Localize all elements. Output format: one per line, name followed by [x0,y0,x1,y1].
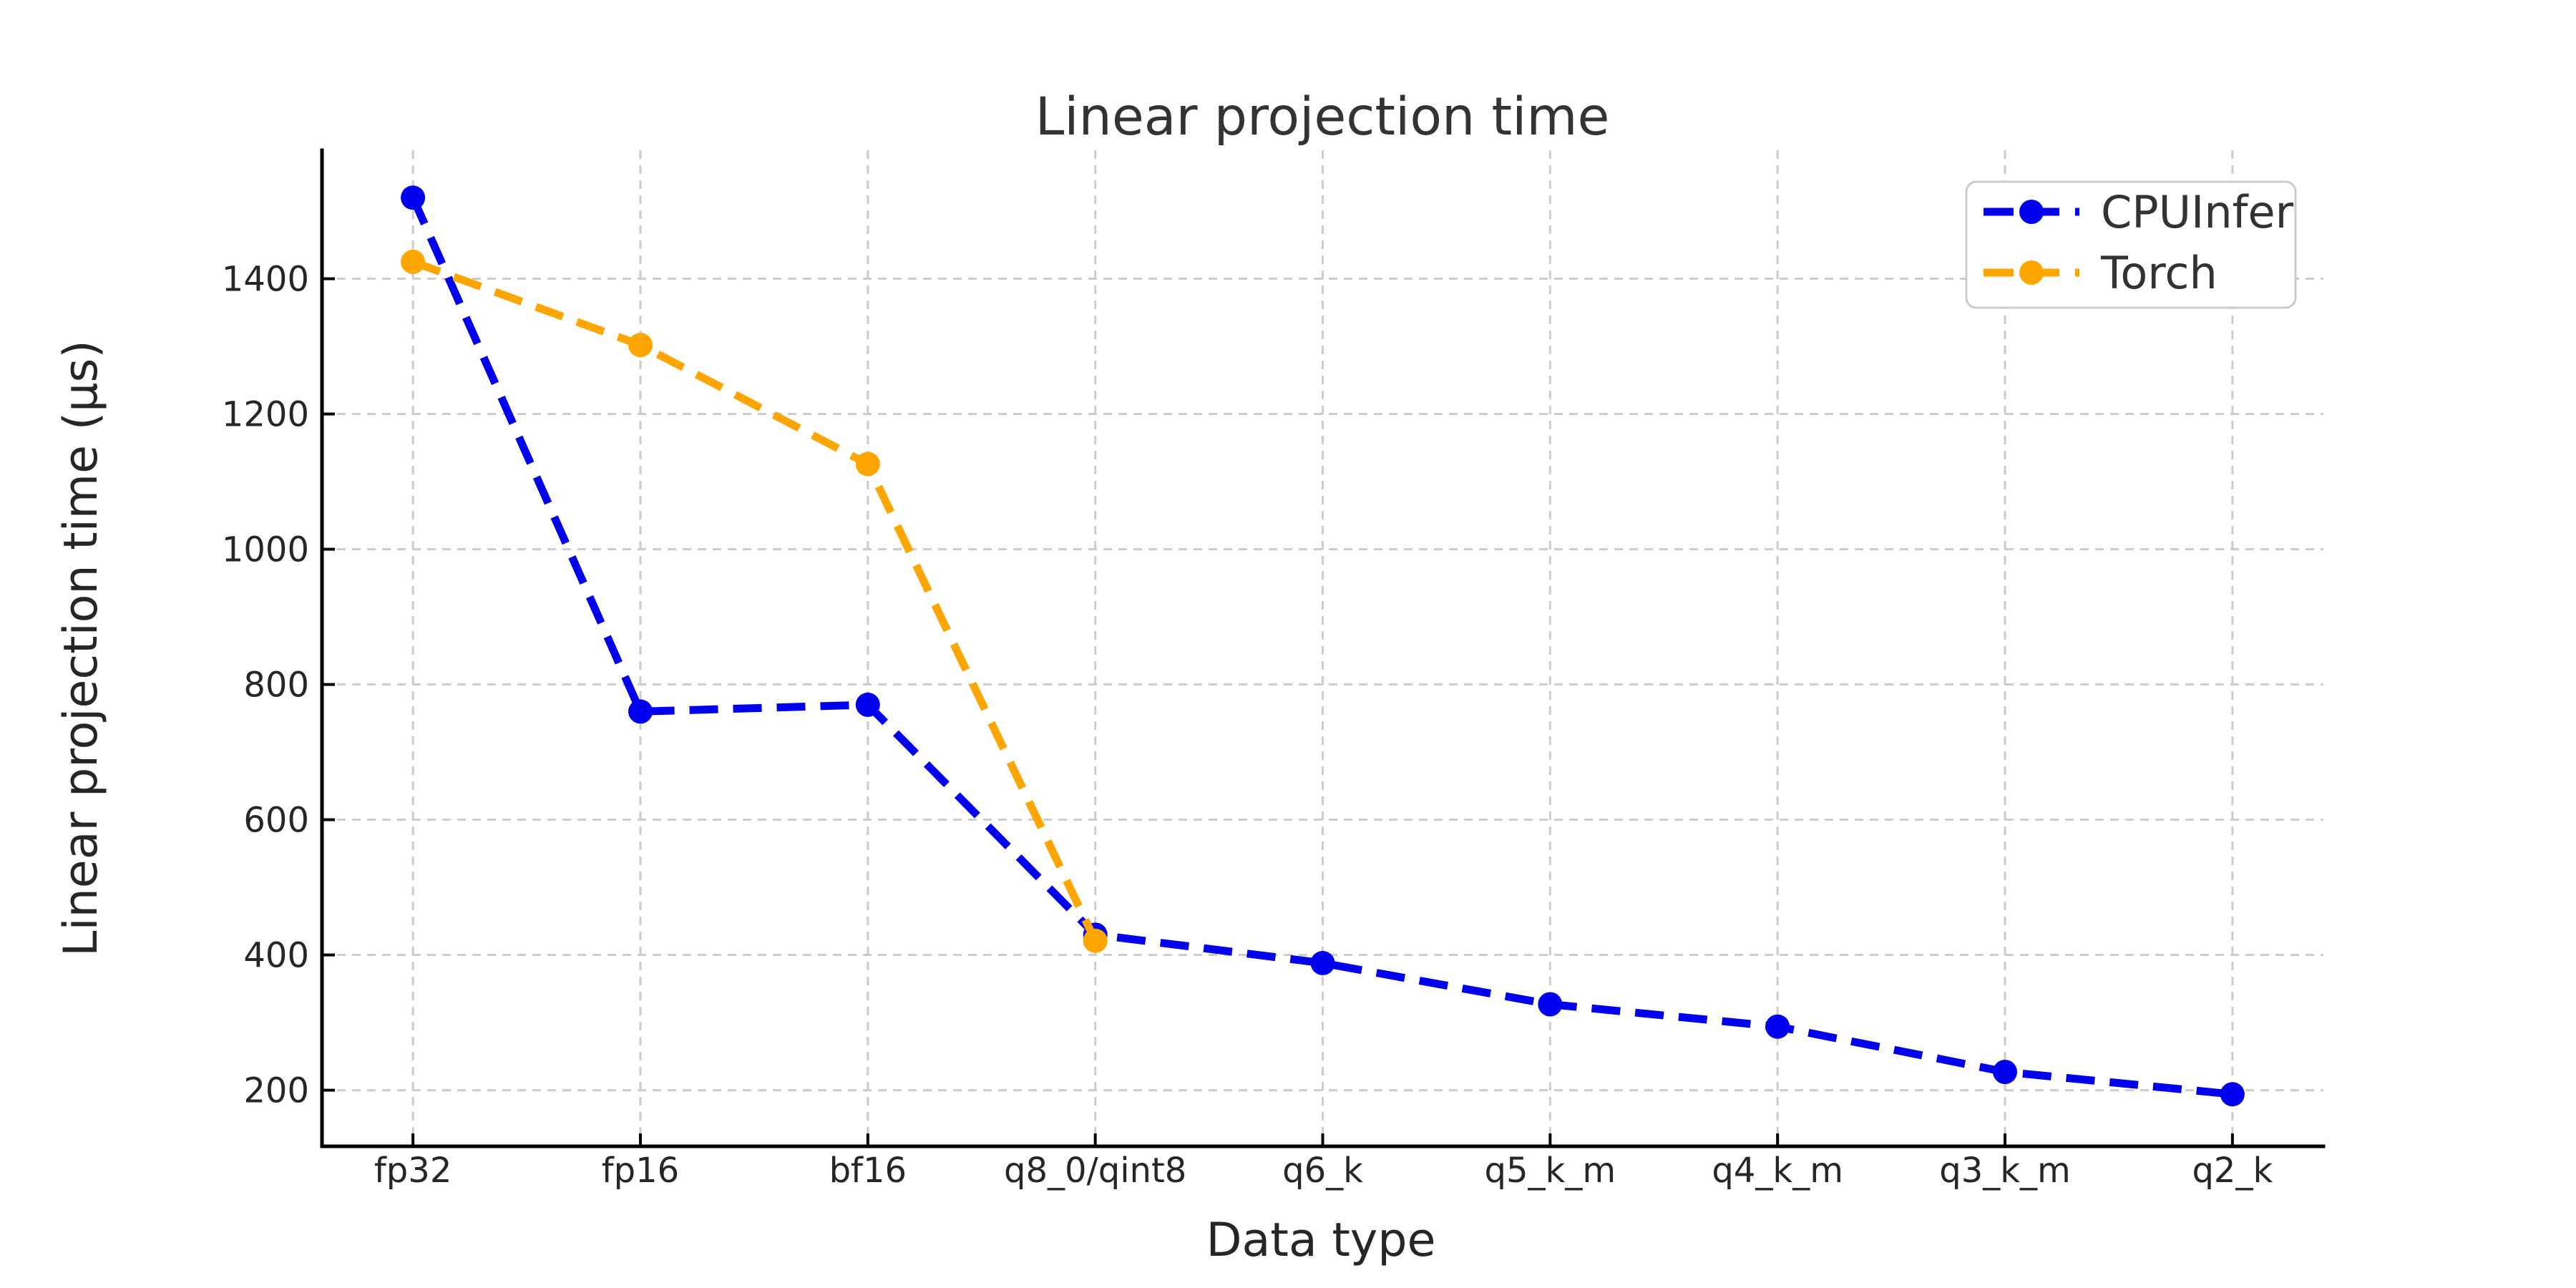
legend-marker-cpuinfer [2019,200,2044,224]
x-tick-label: q8_0/qint8 [1004,1151,1186,1191]
x-tick-label: fp32 [374,1151,452,1191]
y-tick-label: 1200 [222,395,309,435]
legend-label-cpuinfer: CPUInfer [2101,186,2294,238]
y-tick-label: 600 [243,801,309,841]
y-tick-label: 1000 [222,530,309,570]
data-point-marker-Torch [855,452,880,477]
axis-tick-labels: 200 400 600 800 1000 1200 1400 fp32 fp16 bf16 q8_0… [222,260,2273,1191]
data-point-marker-Torch [628,333,653,358]
y-axis-label: Linear projection time (μs) [54,340,108,956]
legend-marker-torch [2019,260,2044,285]
x-axis-label: Data type [1206,1214,1435,1267]
x-tick-label: q4_k_m [1712,1151,1843,1191]
data-point-marker-CPUInfer [1993,1060,2017,1084]
data-point-marker-CPUInfer [401,185,426,210]
axis-ticks [323,277,2234,1145]
legend: CPUInfer Torch [1965,180,2297,309]
data-point-marker-CPUInfer [1538,992,1563,1017]
x-tick-label: q5_k_m [1485,1151,1616,1191]
data-point-marker-Torch [401,249,426,274]
legend-item-cpuinfer: CPUInfer [1984,186,2294,238]
data-point-marker-CPUInfer [1310,950,1335,975]
y-tick-label: 800 [243,665,309,706]
data-point-marker-CPUInfer [1765,1014,1790,1039]
series-line-Torch [411,258,1099,943]
y-tick-label: 1400 [222,260,309,300]
data-point-marker-CPUInfer [2220,1082,2245,1107]
data-point-marker-Torch [1083,928,1108,953]
x-tick-label: fp16 [602,1151,679,1191]
x-tick-label: q3_k_m [1939,1151,2071,1191]
axes-spines [320,148,2326,1148]
data-point-marker-CPUInfer [855,692,880,717]
x-tick-label: q6_k [1282,1151,1363,1191]
grid-layer [322,150,2323,1146]
data-point-marker-CPUInfer [628,699,653,724]
y-tick-label: 400 [243,936,309,976]
legend-item-torch: Torch [1984,247,2218,299]
series-line-CPUInfer [409,195,2233,1098]
chart-title: Linear projection time [1035,87,1610,147]
y-tick-label: 200 [243,1071,309,1111]
x-tick-label: bf16 [829,1151,907,1191]
x-tick-label: q2_k [2192,1151,2273,1191]
data-series-layer [401,185,2245,1107]
legend-label-torch: Torch [2100,247,2218,299]
